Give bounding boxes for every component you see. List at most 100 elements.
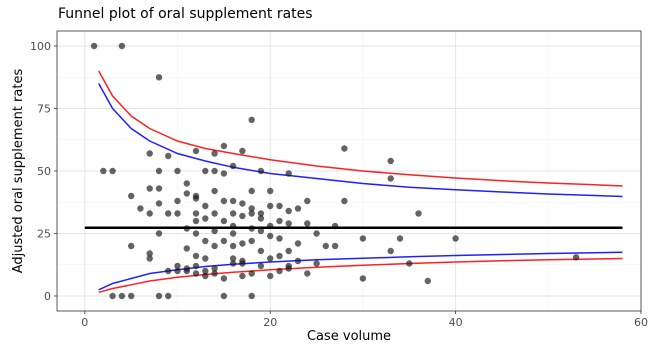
data-point (572, 254, 580, 261)
data-point (313, 230, 320, 237)
data-point (165, 210, 172, 217)
lower-limit-99-line (98, 257, 623, 294)
data-point (211, 227, 218, 235)
data-point (267, 272, 274, 280)
data-point (424, 277, 431, 285)
data-point (165, 267, 172, 275)
data-point (257, 247, 265, 255)
data-point (109, 167, 116, 175)
data-point (229, 230, 237, 237)
upper-limit-99-line (98, 70, 623, 187)
data-point (322, 242, 329, 250)
data-point (359, 235, 367, 242)
data-point (285, 170, 292, 177)
data-point (183, 180, 190, 187)
data-point (294, 240, 302, 247)
data-point (304, 270, 311, 277)
data-point (239, 147, 246, 155)
data-point (229, 210, 237, 217)
data-point (146, 185, 153, 192)
y-tick-label: 25 (37, 228, 51, 241)
data-point (452, 235, 459, 242)
data-point (90, 42, 98, 50)
data-point (415, 210, 422, 217)
data-point (220, 197, 228, 205)
data-point (192, 230, 200, 237)
data-point (220, 275, 228, 282)
data-point (229, 260, 237, 267)
data-point (248, 292, 255, 300)
data-point (174, 210, 181, 217)
x-tick-label: 40 (449, 316, 463, 329)
data-point (220, 292, 228, 300)
data-point (183, 190, 190, 197)
data-point (192, 262, 200, 270)
data-point (174, 197, 181, 205)
data-point (229, 162, 237, 170)
data-point (359, 275, 367, 282)
y-tick-label: 100 (30, 40, 51, 53)
data-point (128, 292, 135, 300)
data-point (118, 42, 126, 50)
x-tick-label: 60 (634, 316, 648, 329)
data-point (341, 145, 348, 152)
data-point (192, 270, 200, 277)
data-point (165, 292, 172, 300)
data-point (192, 195, 200, 202)
data-point (202, 167, 209, 175)
data-point (267, 255, 274, 262)
data-point (239, 260, 246, 267)
data-point (387, 175, 394, 182)
data-point (128, 192, 135, 200)
data-point (165, 152, 172, 160)
data-point (174, 262, 181, 270)
data-point (146, 150, 153, 157)
data-point (239, 272, 246, 280)
data-point (257, 167, 265, 175)
data-point (276, 217, 283, 225)
data-point (118, 292, 126, 300)
data-point (257, 210, 265, 217)
data-point (276, 252, 283, 260)
data-point (285, 262, 292, 270)
data-point (155, 200, 163, 207)
data-point (202, 202, 209, 210)
data-point (387, 157, 394, 165)
data-point (229, 255, 237, 262)
data-point (192, 147, 200, 155)
y-axis-title: Adjusted oral supplement rates (11, 69, 26, 274)
data-point (202, 267, 209, 275)
data-point (313, 260, 320, 267)
upper-limit-95-line (98, 83, 623, 198)
y-tick-label: 50 (37, 165, 51, 178)
data-point (229, 242, 237, 250)
data-point (211, 187, 218, 195)
control-limits-layer (98, 70, 623, 294)
lower-limit-95-line (98, 251, 623, 291)
data-point (248, 270, 255, 277)
data-point (211, 265, 218, 272)
data-point (257, 215, 265, 222)
data-point (294, 257, 302, 265)
data-point (146, 210, 153, 217)
data-point (211, 242, 218, 250)
data-point (174, 267, 181, 275)
data-point (257, 262, 265, 270)
data-point (128, 242, 135, 250)
data-point (285, 247, 292, 255)
data-point (183, 265, 190, 272)
data-point (341, 197, 348, 205)
data-point (304, 220, 311, 227)
data-point (220, 142, 228, 150)
data-point (248, 210, 255, 217)
data-point (155, 167, 163, 175)
data-point (109, 292, 116, 300)
data-point (174, 167, 181, 175)
data-point (192, 252, 200, 260)
data-point (146, 250, 153, 257)
data-point (248, 237, 255, 245)
x-axis-title: Case volume (307, 329, 391, 344)
x-tick-label: 20 (263, 316, 277, 329)
data-point (202, 215, 209, 222)
